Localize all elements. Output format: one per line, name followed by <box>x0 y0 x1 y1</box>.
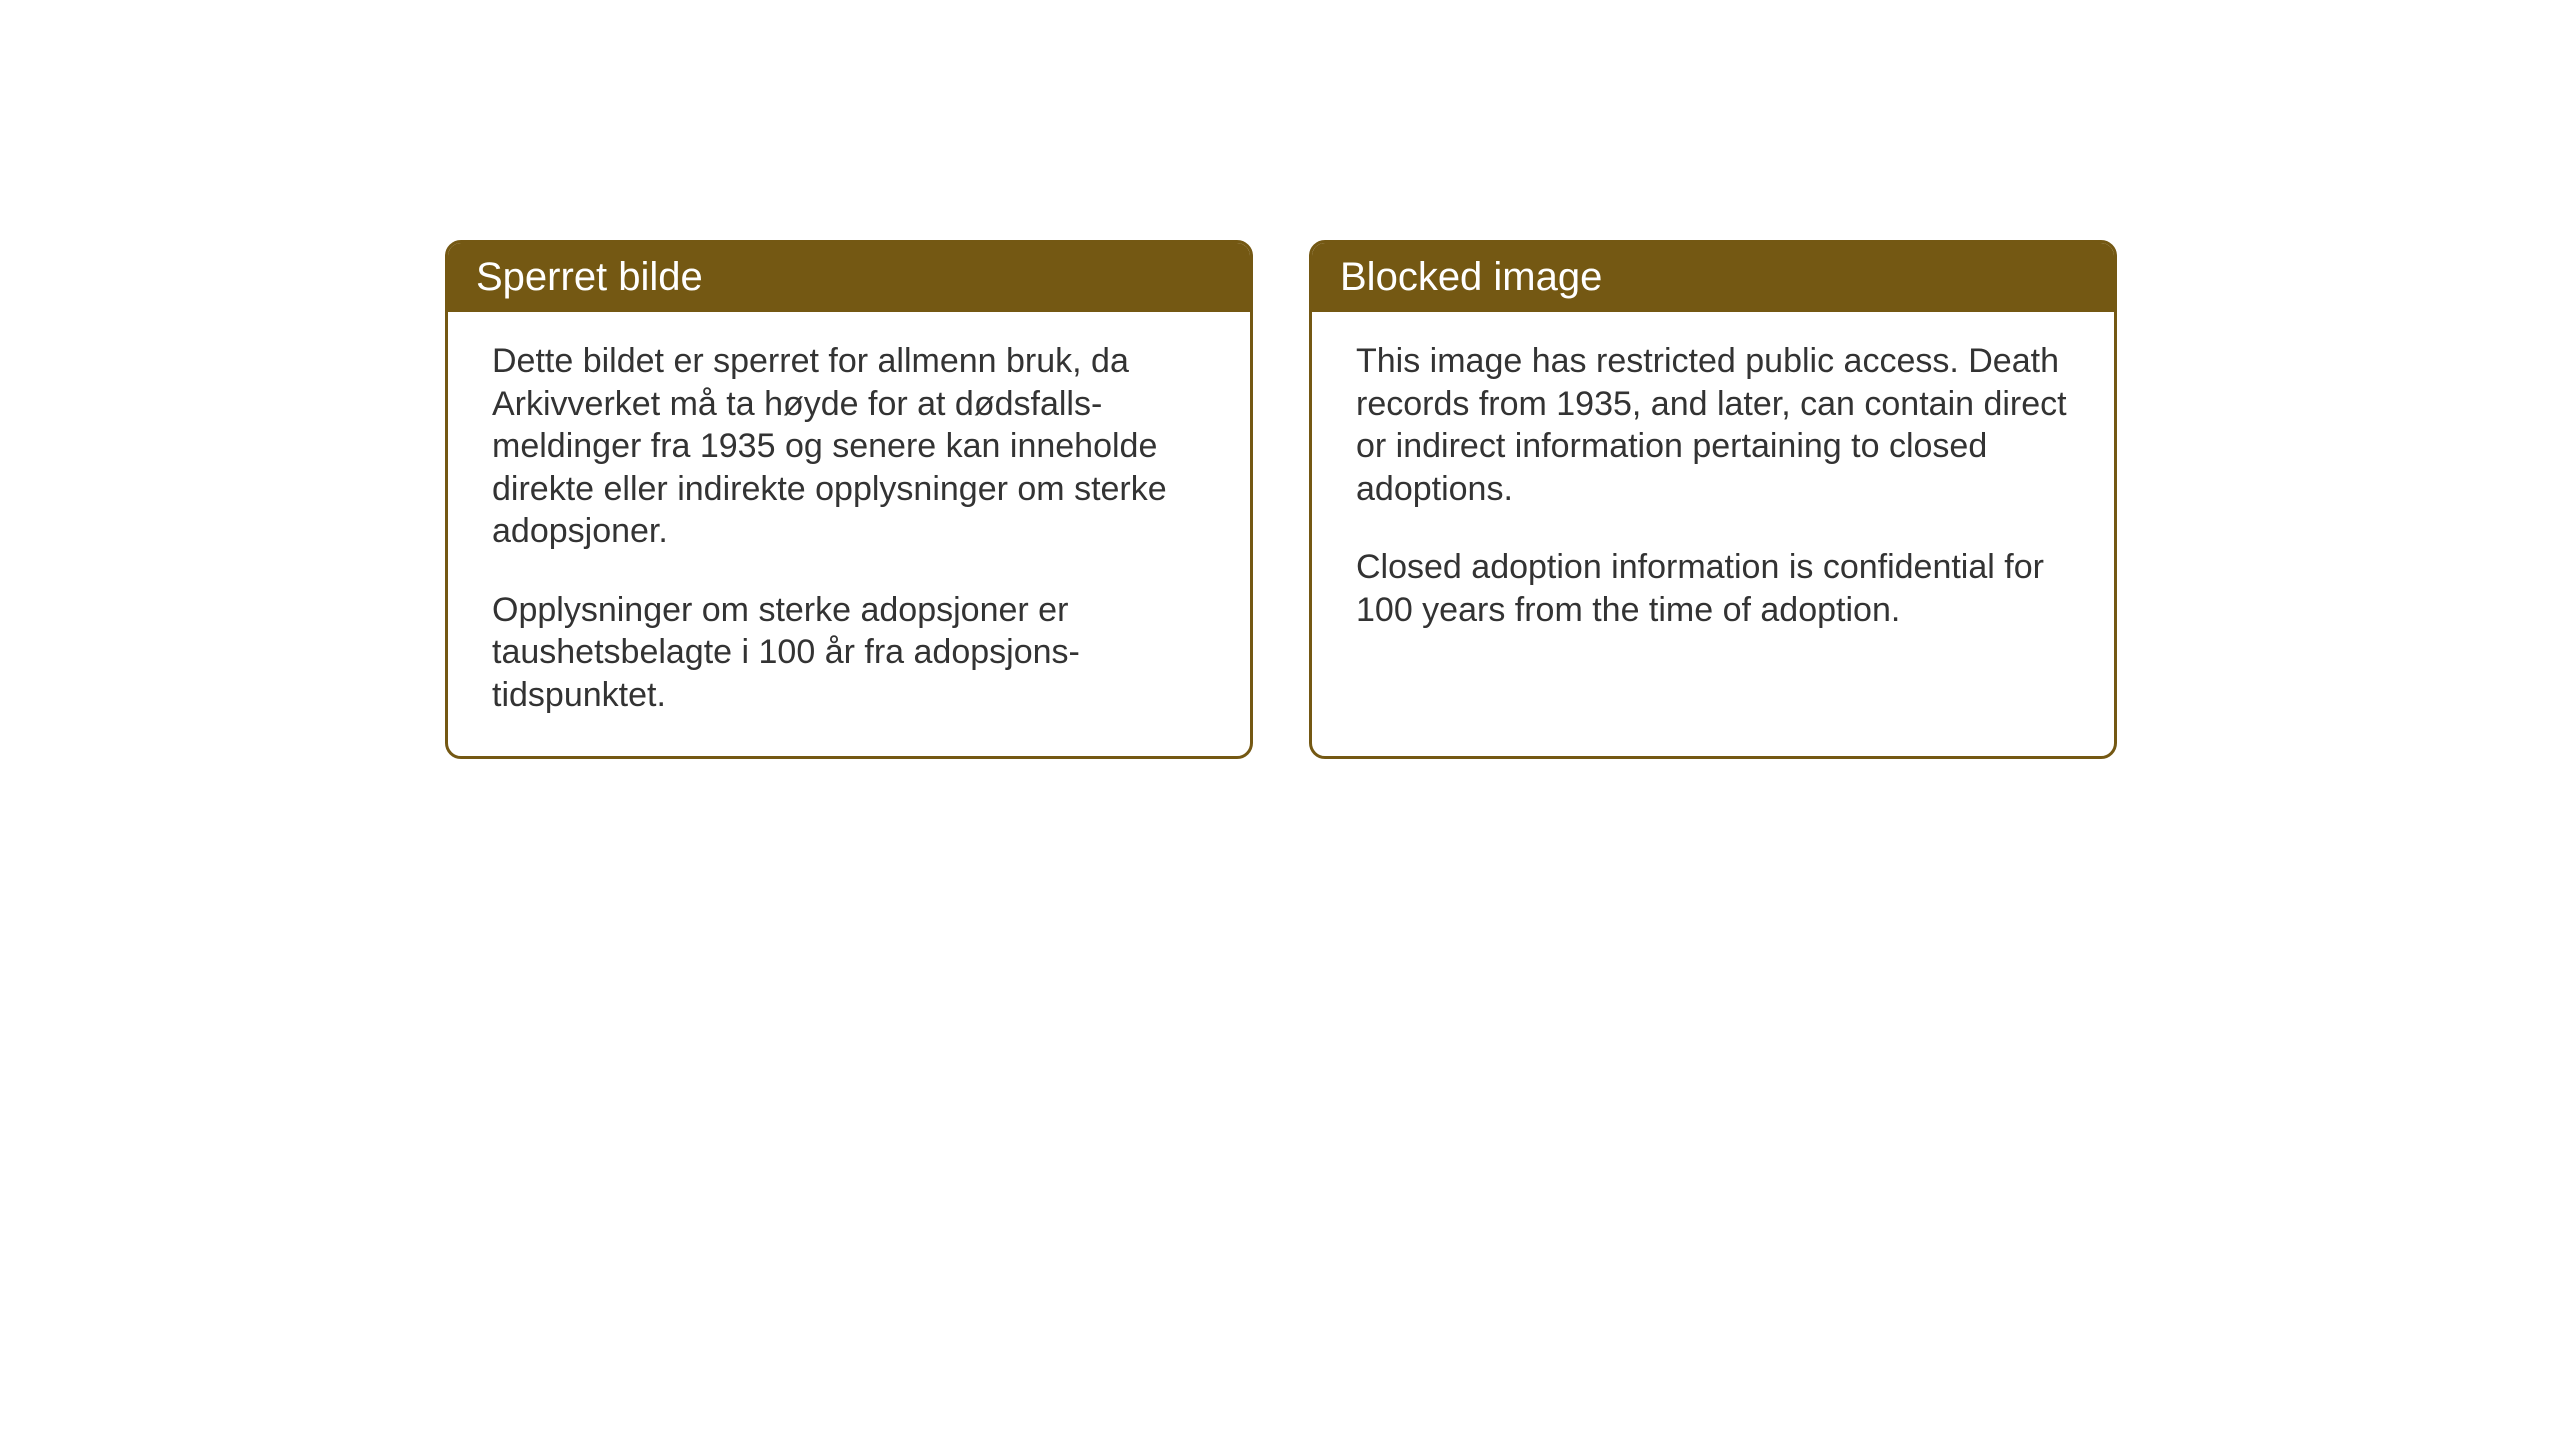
card-paragraph-2-english: Closed adoption information is confident… <box>1356 546 2070 631</box>
card-header-english: Blocked image <box>1312 243 2114 312</box>
notice-container: Sperret bilde Dette bildet er sperret fo… <box>445 240 2117 759</box>
card-body-norwegian: Dette bildet er sperret for allmenn bruk… <box>448 312 1250 756</box>
card-paragraph-2-norwegian: Opplysninger om sterke adopsjoner er tau… <box>492 589 1206 717</box>
card-title-norwegian: Sperret bilde <box>476 255 703 299</box>
card-paragraph-1-norwegian: Dette bildet er sperret for allmenn bruk… <box>492 340 1206 553</box>
card-title-english: Blocked image <box>1340 255 1602 299</box>
card-body-english: This image has restricted public access.… <box>1312 312 2114 671</box>
notice-card-english: Blocked image This image has restricted … <box>1309 240 2117 759</box>
notice-card-norwegian: Sperret bilde Dette bildet er sperret fo… <box>445 240 1253 759</box>
card-header-norwegian: Sperret bilde <box>448 243 1250 312</box>
card-paragraph-1-english: This image has restricted public access.… <box>1356 340 2070 510</box>
